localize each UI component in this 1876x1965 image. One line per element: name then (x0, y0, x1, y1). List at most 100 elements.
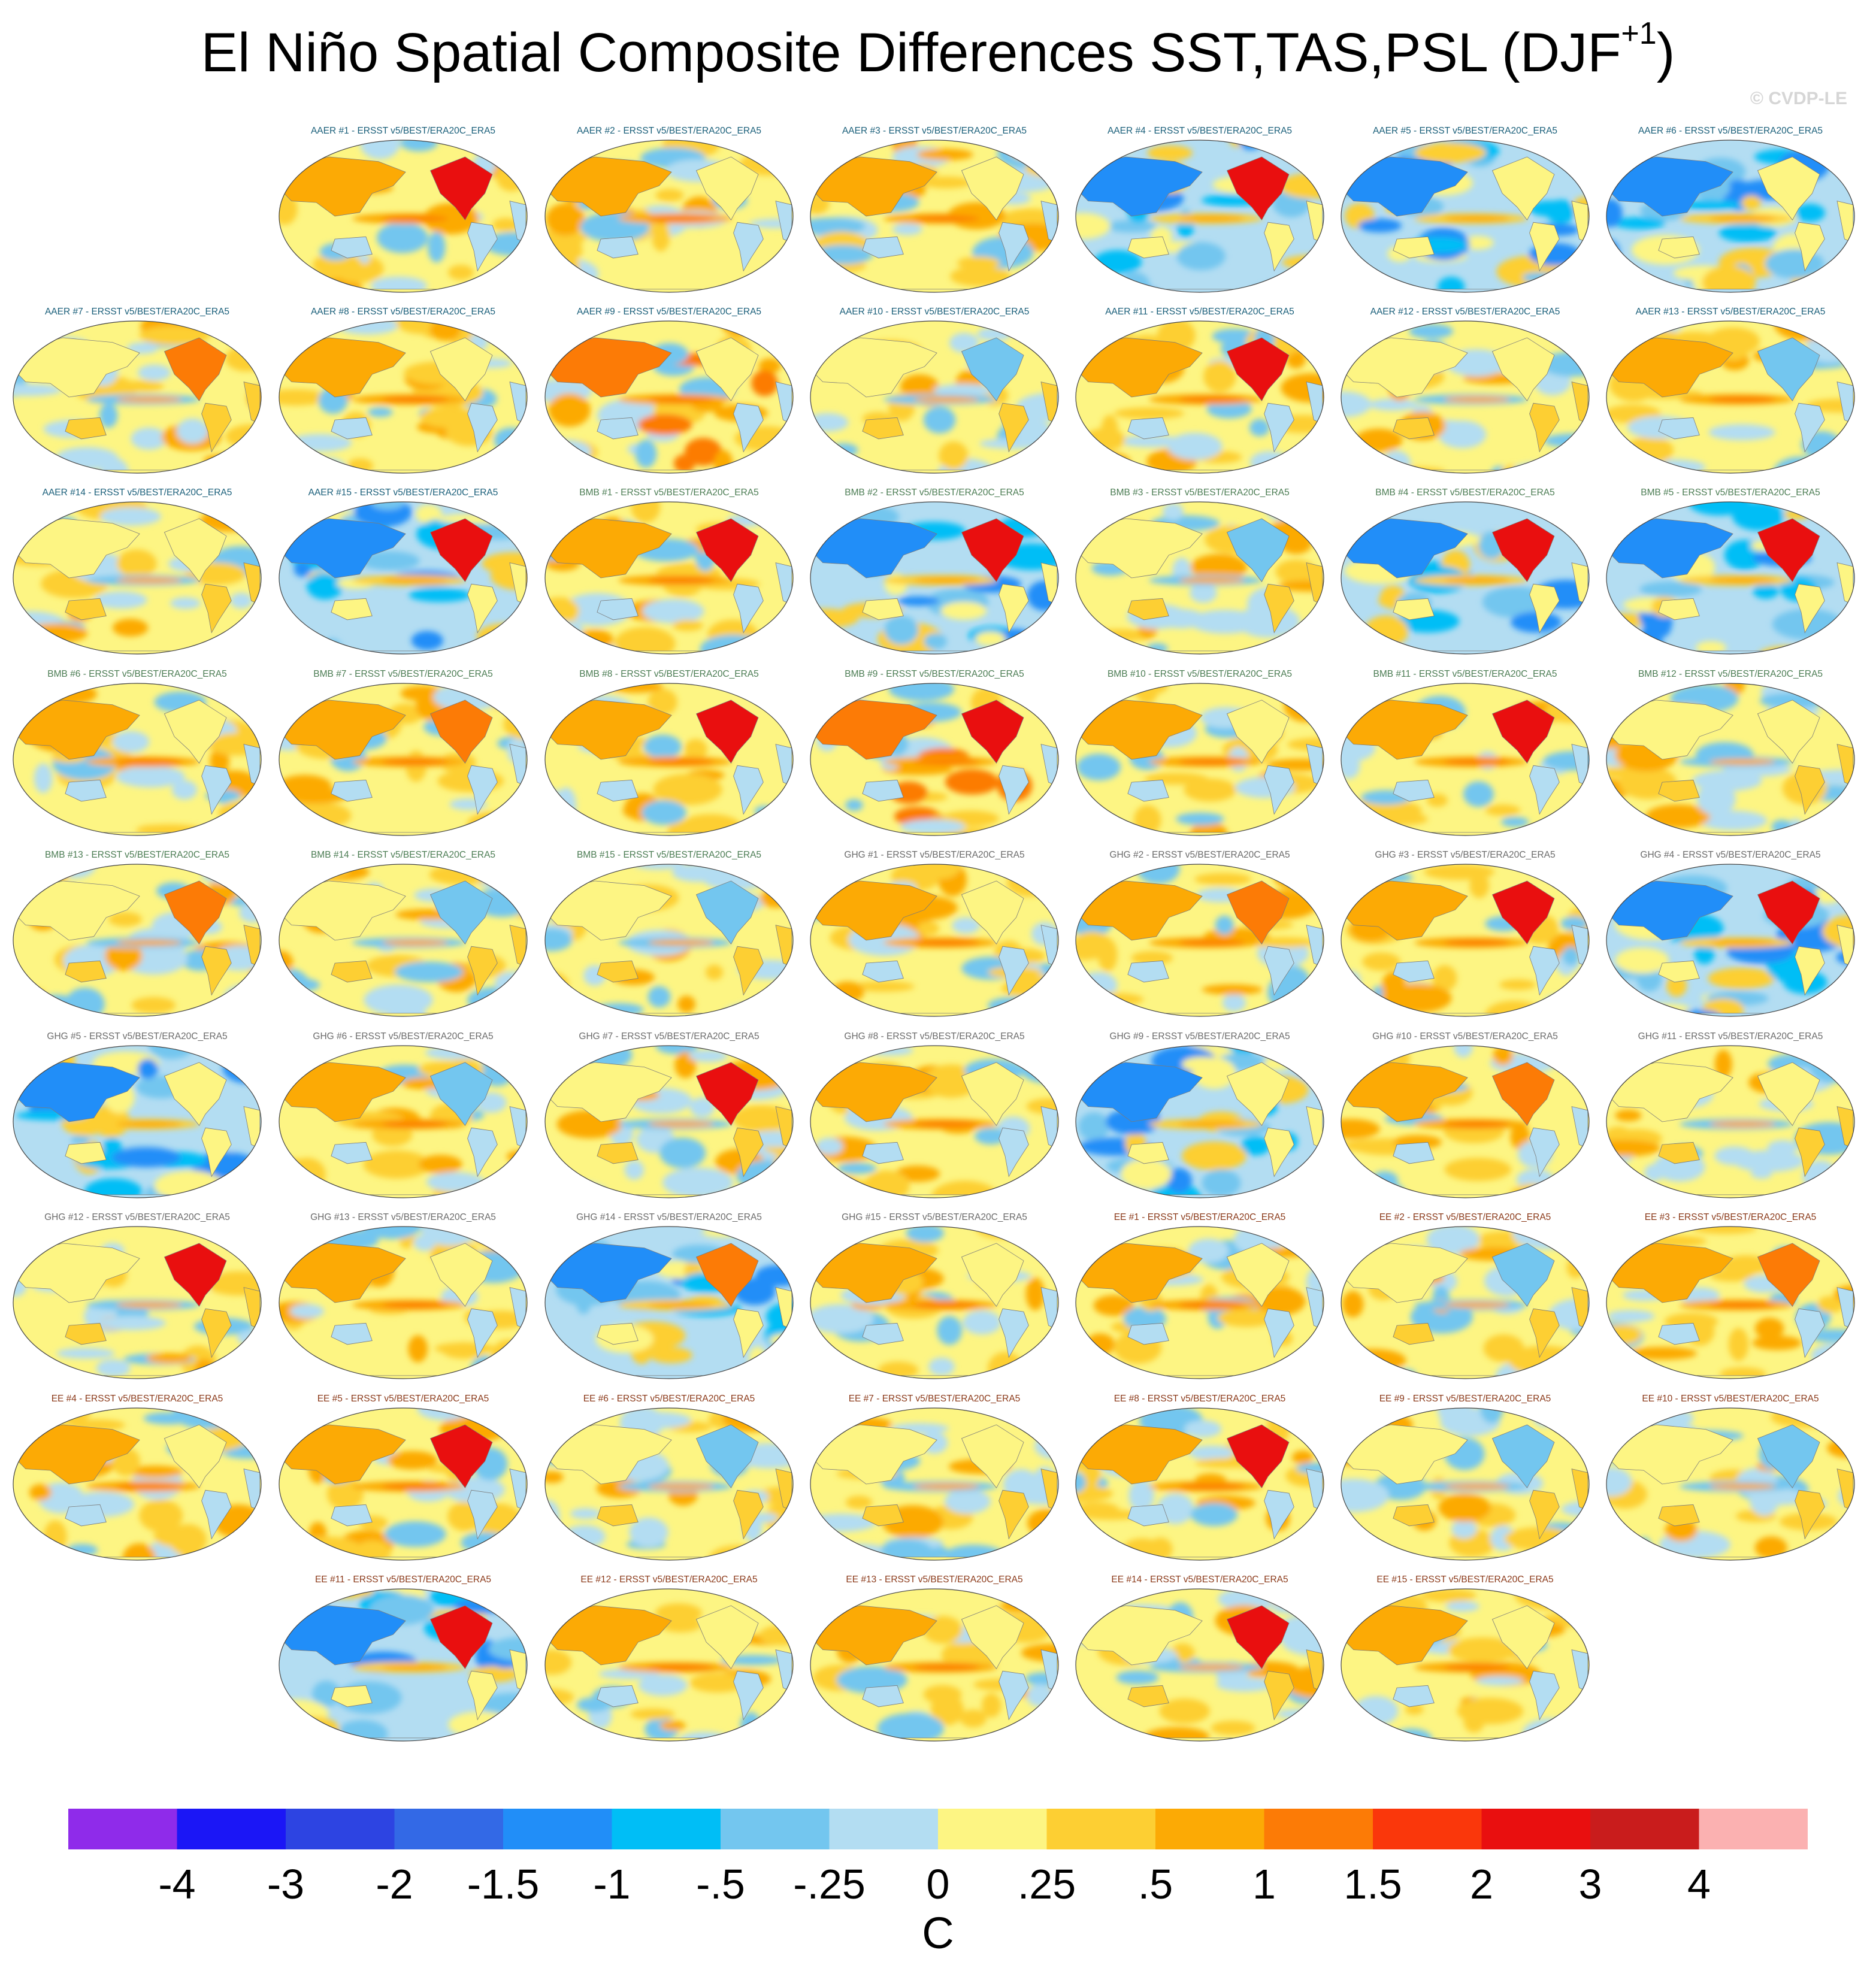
anomaly-patch (1767, 1140, 1798, 1155)
land-samer (1264, 583, 1294, 634)
anomaly-patch (1544, 1191, 1589, 1198)
land-greenl (762, 1059, 781, 1077)
panel-title: GHG #10 - ERSST v5/BEST/ERA20C_ERA5 (1372, 1031, 1558, 1041)
anomaly-patch (1292, 1450, 1314, 1465)
land-austr (1393, 960, 1435, 983)
anomaly-patch (1026, 1361, 1058, 1379)
land-austr (1127, 1322, 1169, 1345)
land-namer (429, 1062, 493, 1127)
anomaly-patch (1485, 804, 1521, 816)
anomaly-patch (1694, 943, 1715, 964)
enso-core (913, 396, 979, 402)
colorbar-swatch (1046, 1809, 1156, 1849)
land-samer (201, 946, 232, 996)
land-austr (1393, 598, 1435, 620)
map-border (544, 140, 794, 293)
anomaly-patch (642, 599, 704, 623)
anomaly-patch (131, 997, 176, 1013)
anomaly-patch (677, 995, 696, 1013)
map-plot (1606, 1045, 1855, 1198)
anomaly-patch (897, 596, 940, 606)
map-plot (1075, 1045, 1324, 1198)
map-border (1341, 864, 1590, 1017)
anomaly-patch (400, 140, 438, 152)
land-samer (998, 1670, 1029, 1721)
anomaly-patch (576, 629, 613, 650)
land-austr (862, 1322, 904, 1345)
map-plot (13, 864, 262, 1017)
land-samer (1795, 1308, 1825, 1358)
anomaly-patch (13, 384, 62, 396)
land-greenl (497, 334, 515, 352)
colorbar-swatch (721, 1809, 830, 1849)
anomaly-patch (1354, 871, 1414, 883)
anomaly-patch (1636, 1408, 1694, 1428)
land-asia (280, 156, 406, 217)
land-samer (1795, 1489, 1825, 1540)
map-plot (1075, 501, 1324, 655)
colorbar-tick-label: .5 (1138, 1861, 1173, 1908)
land-asia (280, 700, 406, 760)
land-greenl (1293, 515, 1312, 533)
enso-core (1709, 1483, 1775, 1489)
panel-title: GHG #5 - ERSST v5/BEST/ERA20C_ERA5 (47, 1031, 228, 1041)
land-asia (811, 337, 937, 398)
anomaly-patch (359, 551, 420, 571)
land-namer (1757, 1424, 1820, 1489)
land-samer (201, 765, 232, 815)
land-namer (961, 156, 1024, 221)
anomaly-patch (940, 602, 987, 620)
map-border (810, 1588, 1059, 1742)
anomaly-patch (94, 591, 147, 609)
anomaly-patch (1795, 204, 1825, 222)
map-border (810, 1045, 1059, 1198)
map-border (13, 1407, 262, 1561)
land-austr (65, 417, 107, 440)
land-samer (1795, 222, 1825, 272)
map-border (544, 320, 794, 474)
land-namer (1491, 880, 1555, 945)
land-greenl (231, 697, 249, 714)
land-austr (1393, 779, 1435, 802)
anomaly-patch (1251, 937, 1316, 948)
land-namer (1226, 1243, 1290, 1307)
anomaly-patch (1202, 984, 1263, 995)
map-border (1075, 140, 1324, 293)
land-namer (164, 1062, 227, 1127)
anomaly-patch (1540, 1176, 1560, 1190)
panel-title: EE #12 - ERSST v5/BEST/ERA20C_ERA5 (580, 1575, 758, 1585)
anomaly-patch (771, 993, 793, 1003)
land-asia (546, 1424, 672, 1485)
anomaly-patch (570, 1508, 601, 1519)
anomaly-patch (112, 619, 149, 637)
enso-core (913, 1664, 979, 1670)
colorbar-tick-label: 0 (927, 1861, 950, 1908)
map-plot (1606, 864, 1855, 1017)
enso-core (382, 216, 448, 222)
anomaly-patch (408, 1335, 428, 1363)
land-greenl (497, 1059, 515, 1077)
anomaly-patch (1162, 502, 1184, 520)
land-namer (1226, 1424, 1290, 1489)
anomaly-patch (1805, 398, 1854, 413)
anomaly-patch (892, 223, 922, 235)
anomaly-patch (917, 921, 940, 935)
map-plot (1075, 140, 1324, 293)
map-plot (1075, 683, 1324, 836)
anomaly-patch (1341, 277, 1388, 290)
land-austr (1127, 1685, 1169, 1707)
land-samer (998, 583, 1029, 634)
land-austr (1127, 960, 1169, 983)
anomaly-patch (116, 549, 157, 578)
land-austr (597, 1504, 639, 1527)
panel-title: BMB #4 - ERSST v5/BEST/ERA20C_ERA5 (1375, 488, 1555, 498)
map-plot (1341, 140, 1590, 293)
land-samer (467, 402, 498, 453)
anomaly-patch (1085, 1333, 1115, 1356)
panel-title: BMB #5 - ERSST v5/BEST/ERA20C_ERA5 (1641, 488, 1820, 498)
land-namer (1491, 1424, 1555, 1489)
land-asia (280, 518, 406, 579)
anomaly-patch (1614, 217, 1665, 229)
anomaly-patch (99, 403, 118, 428)
anomaly-patch (128, 1466, 183, 1478)
